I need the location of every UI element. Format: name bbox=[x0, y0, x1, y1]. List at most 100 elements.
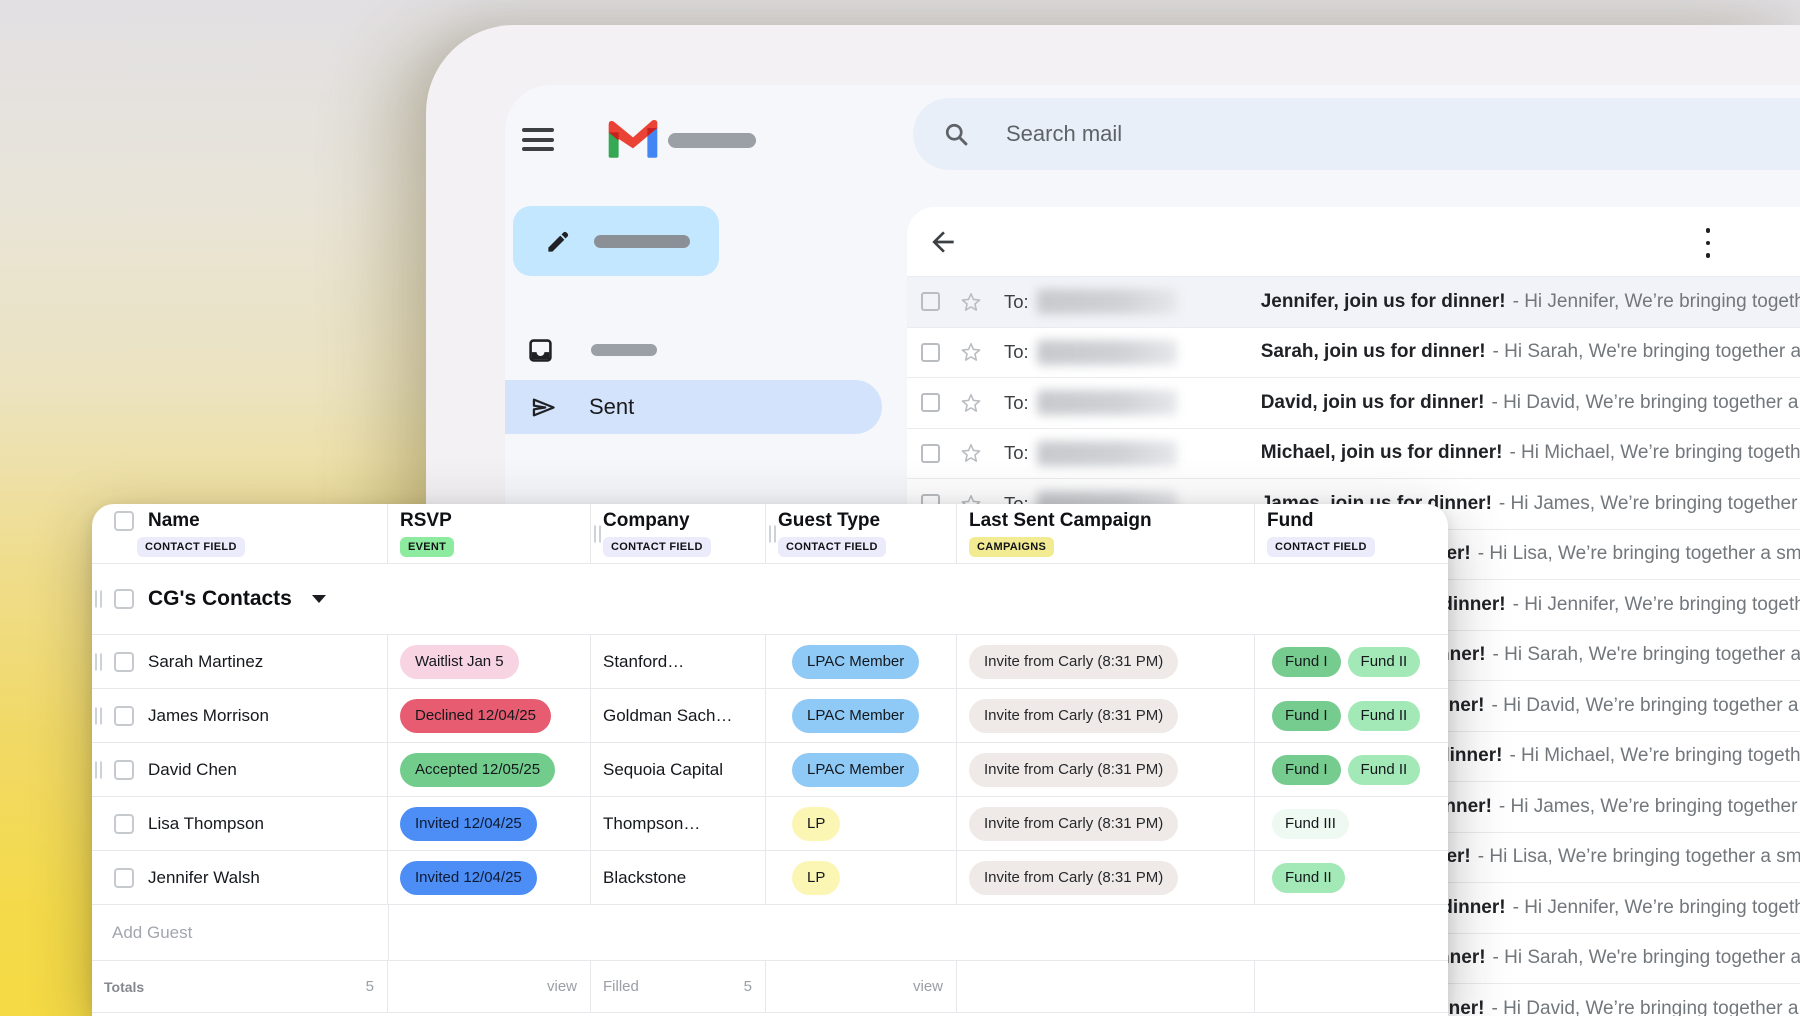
group-drag-handle[interactable] bbox=[95, 590, 102, 608]
email-to-label: To: bbox=[1004, 391, 1029, 413]
rsvp-status-pill: Declined 12/04/25 bbox=[400, 698, 551, 733]
column-header-name[interactable]: Name CONTACT FIELD bbox=[92, 504, 388, 563]
email-checkbox[interactable] bbox=[921, 443, 940, 463]
email-checkbox[interactable] bbox=[921, 393, 940, 413]
row-drag-handle[interactable] bbox=[95, 653, 102, 670]
company-name: Stanford… bbox=[603, 651, 685, 671]
email-row[interactable]: To: Sarah, join us for dinner! - Hi Sarah,… bbox=[907, 327, 1800, 378]
table-row[interactable]: Sarah Martinez Waitlist Jan 5 Stanford… LPA… bbox=[92, 635, 1448, 689]
cell-campaign[interactable]: Invite from Carly (8:31 PM) bbox=[957, 635, 1255, 688]
cell-campaign[interactable]: Invite from Carly (8:31 PM) bbox=[957, 797, 1255, 850]
star-icon[interactable] bbox=[960, 442, 982, 464]
cell-fund[interactable]: Fund I Fund II bbox=[1255, 689, 1448, 742]
email-checkbox[interactable] bbox=[921, 292, 940, 312]
cell-company[interactable]: Sequoia Capital bbox=[591, 743, 766, 796]
search-input[interactable] bbox=[1006, 121, 1606, 147]
cell-rsvp[interactable]: Accepted 12/05/25 bbox=[388, 743, 591, 796]
cell-fund[interactable]: Fund II bbox=[1255, 851, 1448, 904]
group-header-row[interactable]: CG's Contacts bbox=[92, 564, 1448, 635]
email-recipient-redacted bbox=[1036, 339, 1177, 365]
row-checkbox[interactable] bbox=[114, 705, 134, 726]
cell-fund[interactable]: Fund I Fund II bbox=[1255, 635, 1448, 688]
row-checkbox[interactable] bbox=[114, 759, 134, 780]
column-title: Last Sent Campaign bbox=[969, 510, 1152, 531]
cell-campaign[interactable]: Invite from Carly (8:31 PM) bbox=[957, 851, 1255, 904]
more-options-icon[interactable] bbox=[1699, 228, 1717, 258]
email-subject: Sarah, join us for dinner! bbox=[1260, 341, 1486, 363]
cell-fund[interactable]: Fund III bbox=[1255, 797, 1448, 850]
column-drag-handle[interactable] bbox=[594, 525, 601, 542]
row-drag-handle[interactable] bbox=[95, 761, 102, 778]
cell-rsvp[interactable]: Invited 12/04/25 bbox=[388, 797, 591, 850]
guest-type-view-link[interactable]: view bbox=[912, 978, 943, 995]
search-bar[interactable] bbox=[913, 98, 1800, 170]
cell-fund[interactable]: Fund I Fund II bbox=[1255, 743, 1448, 796]
column-drag-handle[interactable] bbox=[769, 525, 776, 542]
cell-guest-type[interactable]: LP bbox=[766, 797, 957, 850]
column-header-last-sent-campaign[interactable]: Last Sent Campaign CAMPAIGNS bbox=[957, 504, 1255, 563]
column-type-badge: CONTACT FIELD bbox=[778, 537, 886, 557]
rsvp-status-pill: Accepted 12/05/25 bbox=[400, 752, 556, 787]
cell-guest-type[interactable]: LP bbox=[766, 851, 957, 904]
star-icon[interactable] bbox=[960, 392, 982, 414]
compose-button[interactable] bbox=[513, 206, 719, 276]
column-header-guest-type[interactable]: Guest Type CONTACT FIELD bbox=[766, 504, 957, 563]
star-icon[interactable] bbox=[960, 291, 982, 313]
column-header-company[interactable]: Company CONTACT FIELD bbox=[591, 504, 766, 563]
cell-company[interactable]: Stanford… bbox=[591, 635, 766, 688]
campaign-pill: Invite from Carly (8:31 PM) bbox=[969, 644, 1179, 679]
cell-campaign[interactable]: Invite from Carly (8:31 PM) bbox=[957, 743, 1255, 796]
cell-campaign[interactable]: Invite from Carly (8:31 PM) bbox=[957, 689, 1255, 742]
email-row[interactable]: To: Michael, join us for dinner! - Hi Mich… bbox=[907, 428, 1800, 479]
cell-company[interactable]: Thompson… bbox=[591, 797, 766, 850]
table-row[interactable]: David Chen Accepted 12/05/25 Sequoia Capit… bbox=[92, 743, 1448, 797]
column-header-fund[interactable]: Fund CONTACT FIELD bbox=[1255, 504, 1448, 563]
cell-rsvp[interactable]: Invited 12/04/25 bbox=[388, 851, 591, 904]
column-type-badge: CONTACT FIELD bbox=[1267, 537, 1375, 557]
group-collapse-caret-icon[interactable] bbox=[311, 595, 326, 603]
email-to-label: To: bbox=[1004, 290, 1029, 312]
cell-name[interactable]: Jennifer Walsh bbox=[92, 851, 388, 904]
cell-name[interactable]: David Chen bbox=[92, 743, 388, 796]
email-recipient-redacted bbox=[1036, 440, 1177, 466]
cell-guest-type[interactable]: LPAC Member bbox=[766, 689, 957, 742]
cell-rsvp[interactable]: Declined 12/04/25 bbox=[388, 689, 591, 742]
email-row[interactable]: To: David, join us for dinner! - Hi David,… bbox=[907, 378, 1800, 429]
email-checkbox[interactable] bbox=[921, 342, 940, 362]
select-all-checkbox[interactable] bbox=[114, 511, 134, 531]
star-icon[interactable] bbox=[960, 341, 982, 363]
table-row[interactable]: James Morrison Declined 12/04/25 Goldman S… bbox=[92, 689, 1448, 743]
cell-company[interactable]: Goldman Sach… bbox=[591, 689, 766, 742]
cell-name[interactable]: Sarah Martinez bbox=[92, 635, 388, 688]
rsvp-status-pill: Waitlist Jan 5 bbox=[400, 644, 519, 679]
email-preview: - Hi Lisa, We’re bringing together a sma… bbox=[1477, 543, 1800, 565]
back-arrow-icon[interactable] bbox=[927, 226, 959, 258]
cell-name[interactable]: James Morrison bbox=[92, 689, 388, 742]
row-checkbox[interactable] bbox=[114, 651, 134, 672]
add-guest-row[interactable]: Add Guest bbox=[92, 905, 1448, 961]
row-checkbox[interactable] bbox=[114, 867, 134, 888]
email-row[interactable]: To: Jennifer, join us for dinner! - Hi Jen… bbox=[907, 277, 1800, 328]
main-menu-icon[interactable] bbox=[522, 128, 554, 151]
row-drag-handle[interactable] bbox=[95, 707, 102, 724]
rsvp-status-pill: Invited 12/04/25 bbox=[400, 806, 537, 841]
cell-guest-type[interactable]: LPAC Member bbox=[766, 743, 957, 796]
column-title: Name bbox=[148, 510, 200, 531]
cell-name[interactable]: Lisa Thompson bbox=[92, 797, 388, 850]
table-row[interactable]: Lisa Thompson Invited 12/04/25 Thompson… LP… bbox=[92, 797, 1448, 851]
send-icon bbox=[532, 398, 555, 416]
cell-guest-type[interactable]: LPAC Member bbox=[766, 635, 957, 688]
cell-company[interactable]: Blackstone bbox=[591, 851, 766, 904]
sidebar-item-inbox[interactable] bbox=[527, 336, 787, 364]
cell-rsvp[interactable]: Waitlist Jan 5 bbox=[388, 635, 591, 688]
group-checkbox[interactable] bbox=[114, 589, 134, 609]
compose-label-redacted bbox=[594, 234, 690, 248]
column-divider bbox=[388, 905, 389, 960]
email-subject: Michael, join us for dinner! bbox=[1260, 442, 1503, 464]
row-checkbox[interactable] bbox=[114, 813, 134, 834]
table-row[interactable]: Jennifer Walsh Invited 12/04/25 Blackstone… bbox=[92, 851, 1448, 905]
sidebar-item-sent[interactable]: Sent bbox=[505, 380, 882, 434]
rsvp-view-link[interactable]: view bbox=[546, 978, 577, 995]
email-preview: - Hi Sarah, We're bringing together a sm… bbox=[1492, 947, 1800, 969]
column-header-rsvp[interactable]: RSVP EVENT bbox=[388, 504, 591, 563]
